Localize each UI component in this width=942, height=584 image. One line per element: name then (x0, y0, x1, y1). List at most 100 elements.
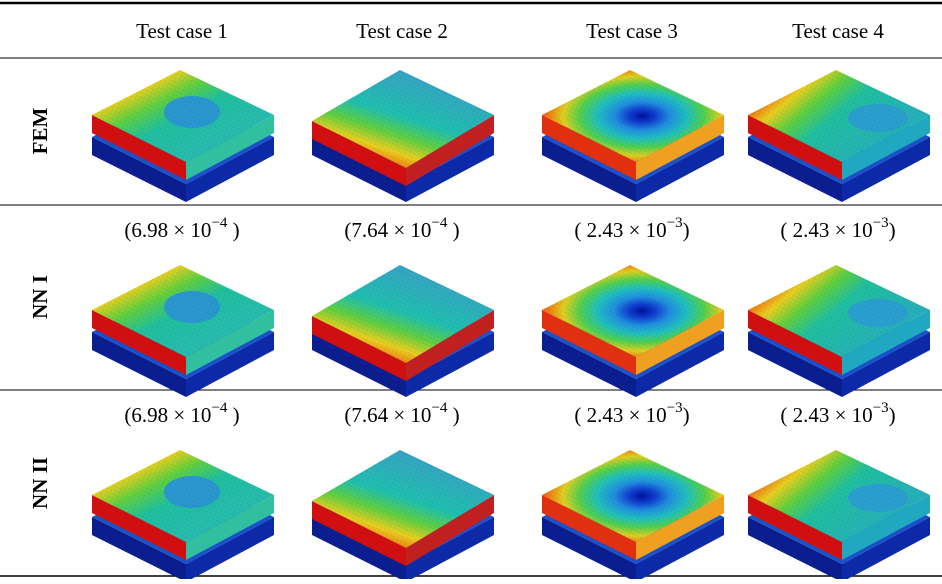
lower-plate-left (542, 517, 636, 582)
plate-image (748, 450, 930, 582)
upper-plate-left (748, 495, 842, 560)
lower-plate-left (542, 137, 636, 202)
error-exponent: −3 (667, 400, 683, 416)
plate-image (542, 265, 724, 397)
error-mantissa: (7.64 × 10 (344, 403, 431, 427)
plate-image (748, 70, 930, 202)
error-exponent: −4 (431, 215, 447, 231)
lower-plate-left (92, 332, 186, 397)
lower-plate-left (312, 517, 406, 582)
error-close: ) (683, 403, 690, 427)
row-label: NN I (28, 275, 52, 319)
lower-plate-left (748, 137, 842, 202)
mesh (92, 70, 274, 162)
error-exponent: −4 (211, 215, 227, 231)
upper-plate-right (186, 495, 274, 560)
upper-plate-left (312, 501, 406, 566)
plate-image (92, 450, 274, 582)
lower-plate-left (92, 137, 186, 202)
upper-plate-right (636, 310, 724, 375)
upper-plate-left (542, 495, 636, 560)
error-close: ) (447, 218, 459, 242)
error-exponent: −3 (667, 215, 683, 231)
upper-plate-left (542, 310, 636, 375)
upper-plate-left (92, 495, 186, 560)
mesh (312, 450, 494, 548)
lower-plate-right (186, 137, 274, 202)
lower-plate-right (842, 517, 930, 582)
upper-plate-right (636, 115, 724, 180)
error-close: ) (683, 218, 690, 242)
plate-image (542, 450, 724, 582)
upper-plate-right (406, 115, 494, 186)
mesh (542, 265, 724, 357)
upper-plate-right (186, 310, 274, 375)
error-mantissa: ( 2.43 × 10 (780, 218, 872, 242)
plate-image (748, 265, 930, 397)
error-exponent: −4 (211, 400, 227, 416)
error-close: ) (227, 218, 239, 242)
error-exponent: −3 (873, 400, 889, 416)
error-close: ) (889, 403, 896, 427)
error-mantissa: ( 2.43 × 10 (780, 403, 872, 427)
lower-plate-left (748, 332, 842, 397)
plate-image (542, 70, 724, 202)
lower-plate-right (406, 137, 494, 202)
lower-plate-right (406, 332, 494, 397)
lower-plate-right (186, 517, 274, 582)
lower-plate-left (748, 517, 842, 582)
error-close: ) (447, 403, 459, 427)
error-value: (7.64 × 10−4 ) (344, 400, 459, 426)
upper-plate-right (842, 310, 930, 375)
plate-image (92, 70, 274, 202)
upper-plate-right (842, 115, 930, 180)
mesh (312, 70, 494, 168)
error-mantissa: (6.98 × 10 (124, 403, 211, 427)
lower-plate-left (312, 332, 406, 397)
lower-plate-right (842, 332, 930, 397)
row-label: FEM (28, 107, 52, 154)
lower-plate-left (542, 332, 636, 397)
error-close: ) (227, 403, 239, 427)
column-header: Test case 4 (792, 19, 884, 43)
upper-plate-right (842, 495, 930, 560)
error-value: ( 2.43 × 10−3) (780, 400, 895, 426)
error-mantissa: ( 2.43 × 10 (574, 403, 666, 427)
mesh (312, 265, 494, 363)
row-label: NN II (28, 457, 52, 509)
upper-plate-right (636, 495, 724, 560)
error-value: ( 2.43 × 10−3) (574, 400, 689, 426)
lower-plate-left (312, 137, 406, 202)
error-value: (7.64 × 10−4 ) (344, 215, 459, 241)
plate-image (92, 265, 274, 397)
upper-plate-left (92, 310, 186, 375)
upper-plate-left (312, 316, 406, 381)
column-header: Test case 2 (356, 19, 448, 43)
mesh (748, 265, 930, 357)
error-mantissa: (6.98 × 10 (124, 218, 211, 242)
mesh (748, 70, 930, 162)
lower-plate-right (186, 332, 274, 397)
plate-image (312, 70, 494, 202)
lower-plate-right (842, 137, 930, 202)
mesh (542, 450, 724, 542)
error-value: ( 2.43 × 10−3) (574, 215, 689, 241)
upper-plate-left (748, 115, 842, 180)
upper-plate-left (92, 115, 186, 180)
column-header: Test case 1 (136, 19, 228, 43)
error-value: (6.98 × 10−4 ) (124, 215, 239, 241)
mesh (542, 70, 724, 162)
mesh (92, 450, 274, 542)
upper-plate-left (748, 310, 842, 375)
error-value: (6.98 × 10−4 ) (124, 400, 239, 426)
upper-plate-left (312, 121, 406, 186)
upper-plate-right (186, 115, 274, 180)
error-mantissa: ( 2.43 × 10 (574, 218, 666, 242)
plate-image (312, 450, 494, 582)
plate-image (312, 265, 494, 397)
upper-plate-right (406, 310, 494, 381)
upper-plate-left (542, 115, 636, 180)
lower-plate-right (406, 517, 494, 582)
error-close: ) (889, 218, 896, 242)
